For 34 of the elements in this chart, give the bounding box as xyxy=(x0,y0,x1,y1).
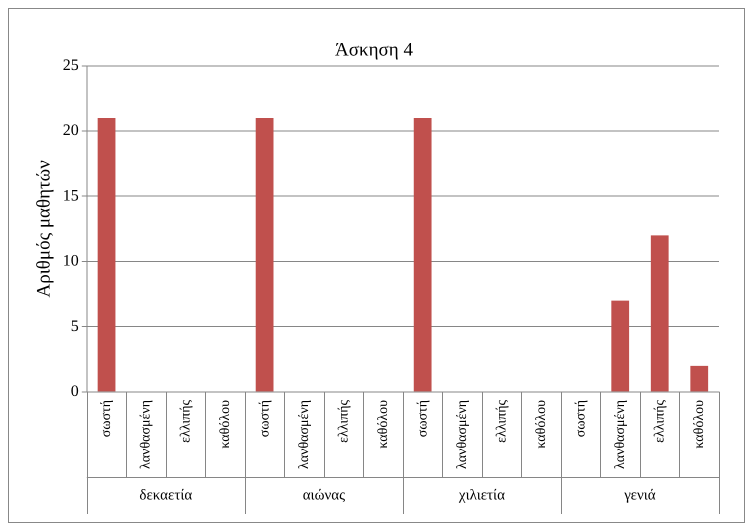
x-tick-label: ελλιπής xyxy=(494,399,510,443)
x-tick-label: καθόλου xyxy=(534,400,549,449)
bar xyxy=(690,366,708,392)
bar xyxy=(650,235,669,392)
text: γενιά xyxy=(623,487,656,504)
y-tick-label: 15 xyxy=(62,187,79,204)
x-tick-label: σωστή xyxy=(99,400,114,438)
y-tick-label: 25 xyxy=(62,57,79,74)
chart-title: Άσκηση 4 xyxy=(335,39,414,60)
bar xyxy=(414,118,432,392)
x-tick-label: ελλιπής xyxy=(336,399,352,443)
y-tick-label: 5 xyxy=(70,318,79,335)
y-tick-label: 0 xyxy=(70,383,79,400)
x-tick-label: σωστή xyxy=(573,400,588,438)
bar xyxy=(611,300,630,392)
x-tick-label: σωστή xyxy=(415,400,430,438)
x-tick-label: λανθασμένη xyxy=(612,400,628,469)
text: δεκαετία xyxy=(139,487,192,504)
x-tick-label: σωστή xyxy=(257,400,272,438)
bar xyxy=(98,118,116,392)
y-axis-title: Αριθμός μαθητών xyxy=(33,160,54,298)
x-tick-label: λανθασμένη xyxy=(138,400,154,469)
text: χιλιετία xyxy=(458,487,506,504)
x-tick-label: καθόλου xyxy=(692,400,707,449)
x-tick-label: καθόλου xyxy=(376,400,391,449)
y-tick-label: 10 xyxy=(62,252,79,270)
x-tick-label: λανθασμένη xyxy=(296,400,312,469)
bar xyxy=(256,118,274,392)
text: αιώνας xyxy=(302,487,346,504)
y-tick-label: 20 xyxy=(62,122,79,140)
x-tick-label: λανθασμένη xyxy=(454,400,470,469)
x-tick-label: καθόλου xyxy=(218,400,233,449)
x-tick-label: ελλιπής xyxy=(178,399,194,443)
x-tick-label: ελλιπής xyxy=(652,399,668,443)
